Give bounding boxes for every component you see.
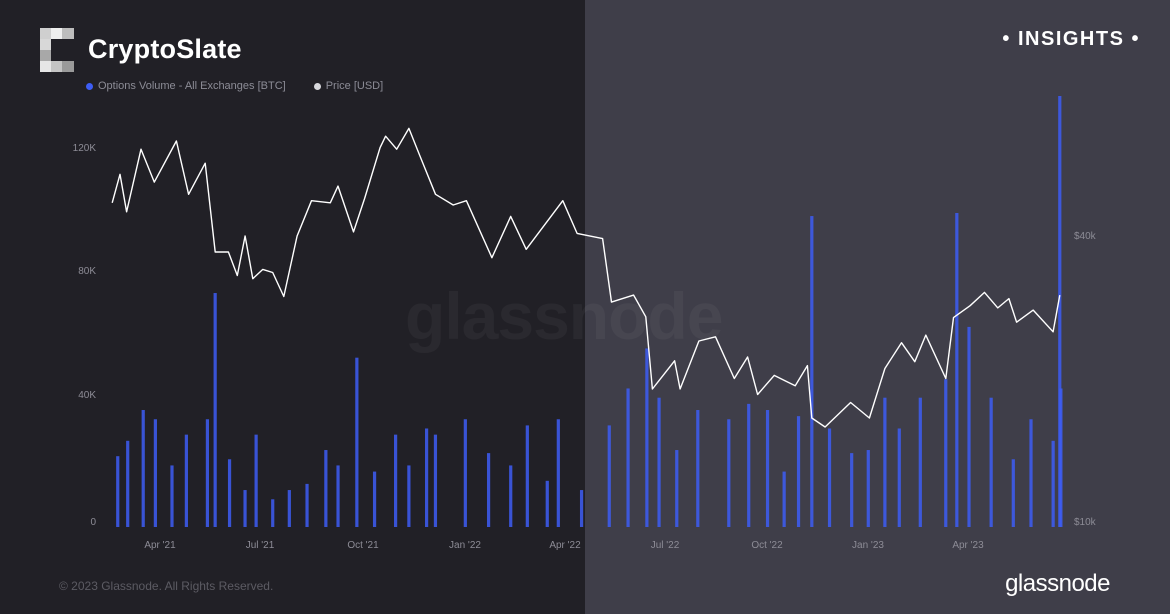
volume-bar — [305, 483, 309, 527]
volume-bar — [355, 357, 359, 527]
volume-bar — [525, 425, 529, 527]
volume-bar — [796, 416, 801, 527]
volume-bar — [205, 419, 210, 527]
x-axis-tick-label: Jul '22 — [651, 540, 680, 551]
volume-bar — [227, 459, 232, 527]
volume-bar — [336, 465, 340, 527]
volume-bar — [271, 499, 275, 527]
volume-bar — [883, 397, 887, 527]
volume-bar — [727, 419, 731, 527]
volume-bar — [827, 428, 832, 527]
volume-bar — [579, 490, 584, 527]
x-axis-tick-label: Apr '23 — [952, 540, 984, 551]
glassnode-watermark: glassnode — [405, 278, 723, 354]
left-axis-tick-label: 80K — [78, 266, 96, 277]
volume-bar — [645, 348, 649, 527]
volume-bar — [626, 388, 630, 527]
volume-bar — [1051, 440, 1055, 527]
x-axis-tick-label: Jul '21 — [246, 540, 275, 551]
right-axis-tick-label: $40k — [1074, 231, 1097, 242]
x-axis-tick-label: Apr '22 — [549, 540, 581, 551]
left-axis-tick-label: 40K — [78, 390, 96, 401]
volume-bar — [463, 419, 467, 527]
left-axis-tick-label: 120K — [73, 143, 97, 154]
volume-bar — [184, 434, 188, 527]
volume-bar — [170, 465, 174, 527]
volume-bar — [897, 428, 901, 527]
volume-bar — [116, 456, 120, 527]
volume-bar — [545, 480, 549, 527]
price-line — [111, 127, 1061, 428]
volume-bar — [433, 434, 438, 527]
chart-legend: Options Volume - All Exchanges [BTC] Pri… — [86, 80, 383, 92]
volume-bar — [747, 403, 751, 527]
x-axis-tick-label: Oct '21 — [347, 540, 379, 551]
legend-item-price: Price [USD] — [313, 80, 384, 92]
volume-bar — [153, 419, 157, 527]
volume-bar — [918, 397, 922, 527]
volume-bar — [657, 397, 661, 527]
volume-bar — [126, 440, 130, 527]
volume-bar — [765, 410, 770, 527]
volume-bar — [424, 428, 429, 527]
volume-bar — [955, 212, 959, 527]
volume-bar — [1011, 459, 1015, 527]
brand-title: CryptoSlate — [88, 34, 242, 64]
volume-bar — [254, 434, 258, 527]
volume-bar — [486, 453, 491, 527]
volume-bar — [1059, 388, 1063, 527]
volume-bar — [607, 425, 611, 527]
volume-bar — [556, 419, 560, 527]
volume-bar — [967, 326, 971, 527]
x-axis-tick-label: Oct '22 — [751, 540, 783, 551]
insights-badge: • INSIGHTS • — [1002, 28, 1140, 50]
x-axis-tick-label: Jan '23 — [852, 540, 884, 551]
legend-dot-icon — [313, 82, 321, 90]
volume-bar — [372, 471, 377, 527]
legend-item-options-volume: Options Volume - All Exchanges [BTC] — [86, 80, 286, 92]
volume-bar — [810, 216, 814, 528]
volume-bar — [782, 471, 786, 527]
glassnode-logo: glassnode — [1005, 570, 1110, 597]
x-axis-tick-label: Apr '21 — [144, 540, 176, 551]
volume-bar — [407, 465, 411, 527]
volume-bar — [509, 465, 513, 527]
volume-bar — [989, 397, 993, 527]
volume-bar — [850, 453, 854, 527]
volume-bar — [141, 410, 145, 527]
volume-bar — [1029, 419, 1033, 527]
volume-bar — [243, 490, 247, 527]
volume-bar — [394, 434, 398, 527]
volume-bar — [287, 490, 291, 527]
legend-dot-icon — [86, 82, 93, 90]
right-background-panel — [585, 0, 1170, 614]
volume-bar — [866, 450, 870, 527]
cryptoslate-logo-icon — [40, 28, 74, 72]
volume-bar — [696, 410, 700, 527]
volume-bar — [1058, 96, 1062, 527]
x-axis-tick-label: Jan '22 — [449, 540, 481, 551]
volume-bar — [675, 450, 679, 527]
volume-bar — [944, 379, 948, 527]
left-axis-tick-label: 0 — [90, 517, 96, 528]
legend-label: Options Volume - All Exchanges [BTC] — [98, 80, 286, 92]
volume-bar — [324, 450, 328, 527]
legend-label: Price [USD] — [325, 80, 384, 92]
copyright-text: © 2023 Glassnode. All Rights Reserved. — [59, 579, 274, 593]
volume-bar — [213, 293, 217, 527]
right-axis-tick-label: $10k — [1074, 517, 1097, 528]
